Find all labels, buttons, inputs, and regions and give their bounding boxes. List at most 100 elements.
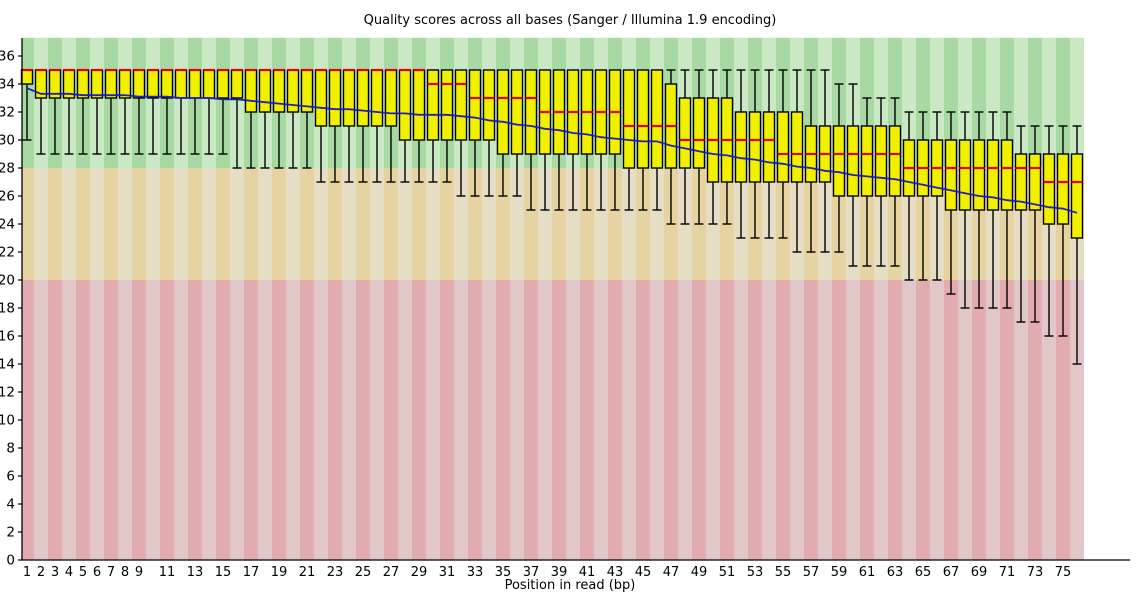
quality-box — [944, 139, 958, 211]
y-tick-label: 4 — [6, 497, 15, 513]
quality-box — [692, 97, 706, 169]
poor-quality-band — [930, 280, 944, 560]
medium-quality-band — [314, 168, 328, 280]
medium-quality-band — [650, 168, 664, 280]
y-tick-label: 36 — [0, 49, 15, 65]
medium-quality-band — [90, 168, 104, 280]
x-tick-label: 9 — [135, 565, 143, 580]
whiskers — [22, 69, 1082, 365]
quality-box — [272, 69, 286, 113]
quality-box — [1042, 153, 1056, 225]
quality-box — [496, 69, 510, 155]
medium-quality-band — [216, 168, 230, 280]
poor-quality-band — [202, 280, 216, 560]
medium-quality-band — [118, 168, 132, 280]
poor-quality-band — [160, 280, 174, 560]
medium-quality-band — [62, 168, 76, 280]
y-tick-label: 24 — [0, 217, 15, 233]
medium-quality-band — [538, 168, 552, 280]
quality-box — [146, 69, 160, 99]
quality-box — [202, 69, 216, 99]
medium-quality-band — [552, 168, 566, 280]
good-quality-band — [958, 37, 972, 168]
poor-quality-band — [342, 280, 356, 560]
poor-quality-band — [426, 280, 440, 560]
quality-box — [398, 69, 412, 141]
medium-quality-band — [608, 168, 622, 280]
poor-quality-band — [76, 280, 90, 560]
quality-box — [384, 69, 398, 127]
x-tick-label: 37 — [523, 565, 540, 580]
quality-box — [342, 69, 356, 127]
poor-quality-band — [608, 280, 622, 560]
good-quality-band — [916, 37, 930, 168]
x-tick-label: 35 — [495, 565, 512, 580]
good-quality-band — [902, 37, 916, 168]
medium-quality-band — [188, 168, 202, 280]
poor-quality-band — [692, 280, 706, 560]
poor-quality-band — [244, 280, 258, 560]
y-tick-label: 6 — [6, 469, 15, 485]
x-tick-label: 57 — [803, 565, 820, 580]
quality-box — [986, 139, 1000, 211]
good-quality-band — [1042, 37, 1056, 168]
poor-quality-band — [552, 280, 566, 560]
quality-box — [762, 111, 776, 183]
y-tick-label: 14 — [0, 357, 15, 373]
x-tick-label: 55 — [775, 565, 792, 580]
quality-box — [132, 69, 146, 99]
x-tick-label: 3 — [51, 565, 59, 580]
quality-box — [1014, 153, 1028, 211]
x-tick-label: 29 — [411, 565, 428, 580]
y-tick-label: 30 — [0, 133, 15, 149]
poor-quality-band — [986, 280, 1000, 560]
y-tick-label: 10 — [0, 413, 15, 429]
x-tick-label: 15 — [215, 565, 232, 580]
medium-quality-band — [132, 168, 146, 280]
quality-box — [1028, 153, 1042, 211]
poor-quality-band — [454, 280, 468, 560]
quality-box — [216, 69, 230, 99]
x-tick-label: 45 — [635, 565, 652, 580]
poor-quality-band — [1014, 280, 1028, 560]
quality-box — [846, 125, 860, 197]
good-quality-band — [1028, 37, 1042, 168]
quality-box — [958, 139, 972, 211]
quality-box — [510, 69, 524, 155]
good-quality-band — [930, 37, 944, 168]
x-tick-label: 2 — [37, 565, 45, 580]
poor-quality-band — [594, 280, 608, 560]
y-tick-label: 0 — [6, 553, 15, 569]
y-tick-label: 8 — [6, 441, 15, 457]
quality-box — [972, 139, 986, 211]
medium-quality-band — [594, 168, 608, 280]
x-tick-label: 7 — [107, 565, 115, 580]
poor-quality-band — [398, 280, 412, 560]
poor-quality-band — [216, 280, 230, 560]
poor-quality-band — [118, 280, 132, 560]
poor-quality-band — [34, 280, 48, 560]
medium-quality-band — [230, 168, 244, 280]
x-tick-label: 6 — [93, 565, 101, 580]
y-tick-label: 26 — [0, 189, 15, 205]
x-tick-label: 75 — [1055, 565, 1072, 580]
x-tick-label: 27 — [383, 565, 400, 580]
chart-title: Quality scores across all bases (Sanger … — [363, 13, 777, 28]
poor-quality-band — [846, 280, 860, 560]
poor-quality-band — [664, 280, 678, 560]
quality-box — [874, 125, 888, 197]
good-quality-band — [1056, 37, 1070, 168]
poor-quality-band — [832, 280, 846, 560]
poor-quality-band — [48, 280, 62, 560]
medium-quality-band — [34, 168, 48, 280]
poor-quality-band — [146, 280, 160, 560]
poor-quality-band — [62, 280, 76, 560]
x-tick-label: 41 — [579, 565, 596, 580]
medium-quality-band — [426, 168, 440, 280]
medium-quality-band — [384, 168, 398, 280]
medium-quality-band — [272, 168, 286, 280]
poor-quality-band — [804, 280, 818, 560]
poor-quality-band — [524, 280, 538, 560]
poor-quality-band — [286, 280, 300, 560]
